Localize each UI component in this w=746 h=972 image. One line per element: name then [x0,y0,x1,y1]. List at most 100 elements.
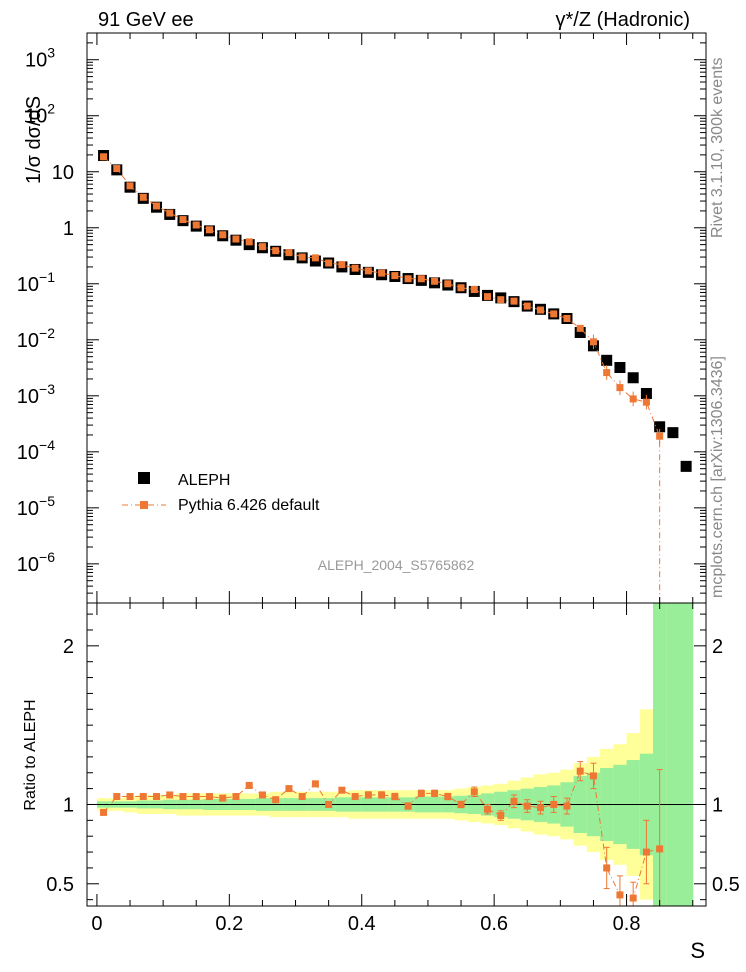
ratio-data-point [603,864,611,872]
ratio-data-point [100,808,108,816]
ratio-data-point [338,786,346,794]
ratio-data-point [550,800,558,808]
pythia-data-point [166,209,174,217]
ratio-data-point [576,767,584,775]
pythia-data-point [272,247,280,255]
main-y-tick-exponent: −6 [39,549,55,565]
ratio-data-point [139,793,147,801]
ratio-data-point [179,793,187,801]
pythia-data-point [153,202,161,210]
pythia-data-point [126,182,134,190]
pythia-data-point [444,280,452,288]
x-tick-label: 0.8 [613,913,641,935]
main-y-tick-label: 10 [52,162,74,184]
ratio-data-point [391,793,399,801]
main-y-tick-exponent: 2 [47,101,55,117]
x-tick-label: 0 [91,913,102,935]
main-y-tick-exponent: −1 [39,269,55,285]
pythia-data-point [219,231,227,239]
pythia-data-point [576,324,584,332]
main-y-tick-label: 10−1 [17,269,55,296]
pythia-data-point [100,153,108,161]
main-y-tick-label: 10−4 [17,437,55,464]
ratio-y-tick-label-right: 2 [712,636,723,658]
pythia-data-point [205,226,213,234]
ratio-data-point [510,797,518,805]
mcplots-label: mcplots.cern.ch [arXiv:1306.3436] [709,356,726,598]
header-process-label: 91 GeV ee [98,9,194,31]
ratio-data-point [205,793,213,801]
ratio-data-point [285,785,293,793]
legend: ALEPH Pythia 6.426 default [122,472,320,514]
main-y-tick-label: 10−5 [17,493,55,520]
ratio-data-point [113,793,121,801]
ratio-data-point [311,780,319,788]
ratio-data-point [536,804,544,812]
ratio-data-point [166,791,174,799]
ratio-data-point [272,796,280,804]
pythia-data-point [642,398,650,406]
aleph-data-point [640,387,652,399]
aleph-data-point [667,427,679,439]
ratio-frame [86,602,707,907]
main-y-tick-exponent: −3 [39,381,55,397]
ratio-data-point [245,781,253,789]
pythia-data-point [378,269,386,277]
ratio-data-point [219,794,227,802]
aleph-data-point [654,421,666,433]
ratio-data-point [404,802,412,810]
ratio-y-tick-label-left: 0.5 [46,874,74,896]
main-y-tick-label: 10−2 [17,325,55,352]
rivet-version-label: Rivet 3.1.10, 300k events [709,57,726,238]
pythia-data-point [113,165,121,173]
pythia-data-point [351,264,359,272]
main-y-tick-exponent: −2 [39,325,55,341]
x-tick-label: 0.4 [348,913,376,935]
ratio-y-tick-label-left: 1 [63,794,74,816]
pythia-data-point [656,432,664,440]
aleph-data-point [614,362,626,374]
aleph-data-point [601,354,613,366]
pythia-data-point [523,302,531,310]
pythia-data-point [589,338,597,346]
ratio-data-point [470,788,478,796]
legend-marker-pythia [140,501,148,509]
main-y-tick-exponent: 3 [47,45,55,61]
pythia-data-point [258,243,266,251]
pythia-data-point [629,395,637,403]
pythia-data-point [497,296,505,304]
pythia-data-point [245,238,253,246]
main-y-tick-label: 1 [63,218,74,240]
ratio-y-tick-label-left: 2 [63,636,74,658]
pythia-data-point [364,267,372,275]
ratio-band-inner [653,603,667,906]
ratio-y-tick-label-right: 0.5 [712,874,740,896]
aleph-data-point [627,372,639,384]
ratio-data-point [457,800,465,808]
ratio-data-point [192,793,200,801]
legend-marker-aleph [138,472,150,484]
ratio-data-point [298,793,306,801]
ratio-y-axis-title: Ratio to ALEPH [22,699,39,810]
main-y-tick-label: 10−3 [17,381,55,408]
x-axis-title: S [690,938,705,963]
ratio-panel: 0 0.2 0.4 0.6 0.8 0.5 0.5 1 1 2 2 [46,602,740,935]
ratio-data-point [232,793,240,801]
ratio-axis-ticks: 0 0.2 0.4 0.6 0.8 0.5 0.5 1 1 2 2 [46,603,740,935]
pythia-data-point [404,275,412,283]
ratio-data-point [258,791,266,799]
pythia-data-point [563,314,571,322]
analysis-watermark: ALEPH_2004_S5765862 [318,557,475,573]
pythia-data-point [431,277,439,285]
ratio-data-point [351,793,359,801]
pythia-data-point [603,369,611,377]
pythia-data-point [338,261,346,269]
legend-label-aleph: ALEPH [178,472,230,489]
ratio-data-point [629,894,637,902]
pythia-data-point [325,259,333,267]
pythia-data-point [484,293,492,301]
main-y-tick-label: 102 [25,101,55,128]
ratio-data-point [153,793,161,801]
ratio-data-point [444,793,452,801]
